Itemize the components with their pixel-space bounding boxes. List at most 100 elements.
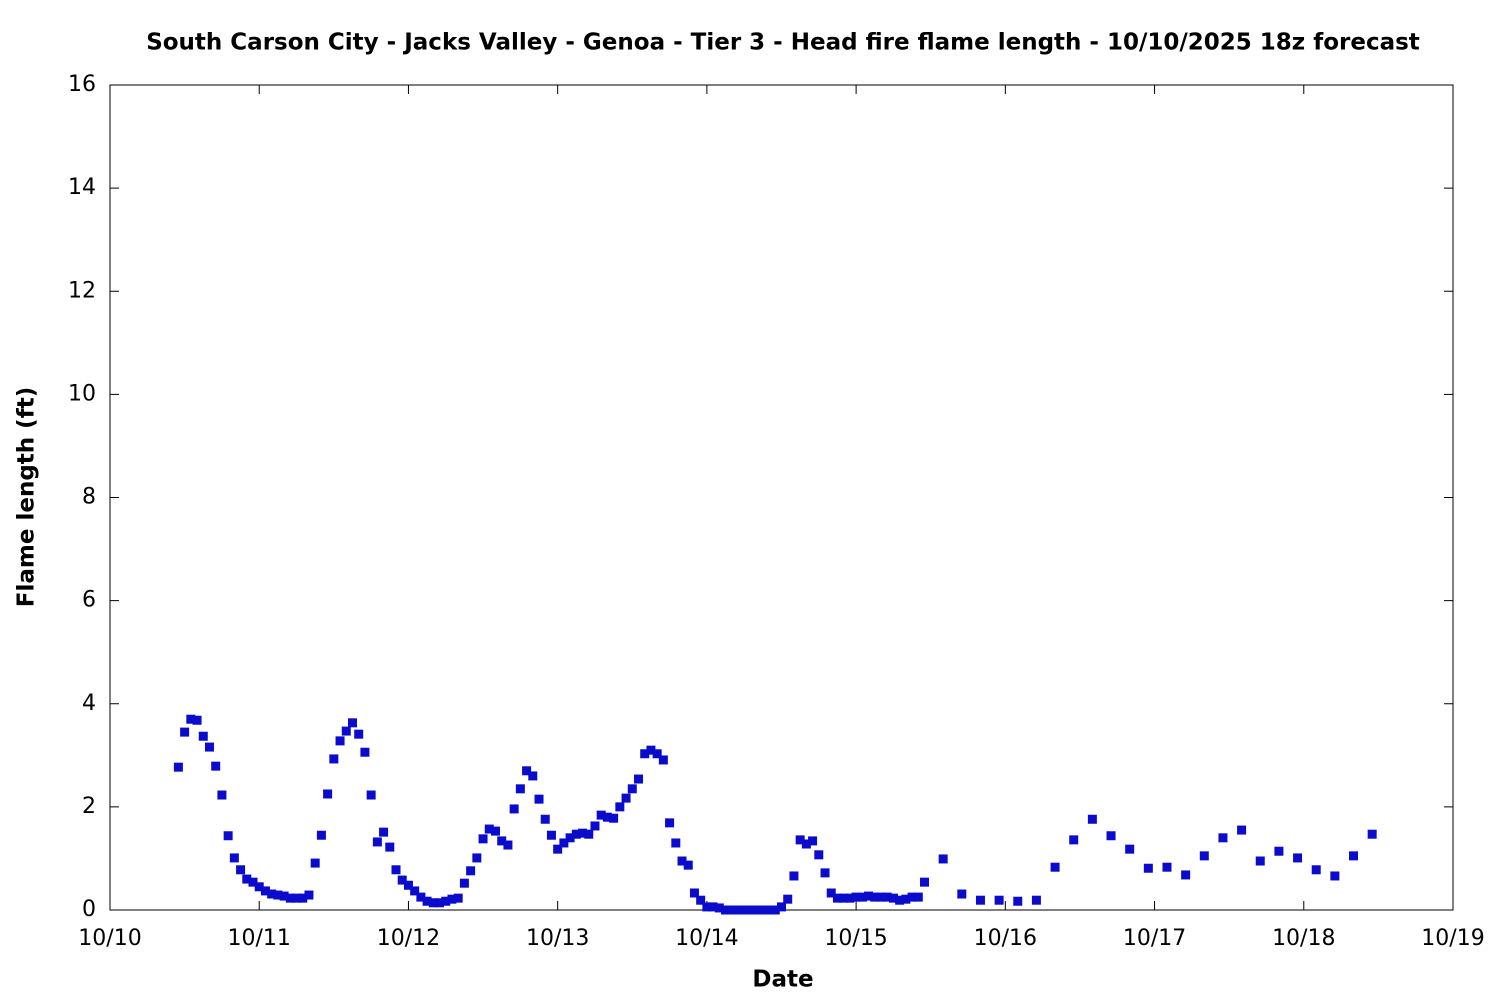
data-point bbox=[478, 834, 488, 844]
data-point bbox=[702, 902, 712, 912]
y-tick-label: 14 bbox=[68, 175, 96, 200]
data-point bbox=[217, 790, 227, 800]
data-point bbox=[553, 844, 563, 854]
data-point bbox=[646, 745, 656, 755]
data-point bbox=[633, 774, 643, 784]
data-point bbox=[571, 829, 581, 839]
data-point bbox=[615, 802, 625, 812]
data-point bbox=[795, 835, 805, 845]
y-tick-label: 4 bbox=[82, 691, 96, 716]
data-point bbox=[1125, 844, 1135, 854]
data-point bbox=[254, 882, 264, 892]
data-point bbox=[876, 892, 886, 902]
data-point bbox=[839, 893, 849, 903]
data-point bbox=[714, 903, 724, 913]
data-point bbox=[602, 812, 612, 822]
data-point bbox=[777, 902, 786, 912]
data-point bbox=[1330, 871, 1340, 881]
data-point bbox=[428, 898, 438, 908]
data-point bbox=[1218, 833, 1228, 843]
data-point bbox=[708, 902, 718, 912]
data-point bbox=[1031, 895, 1041, 905]
data-point bbox=[211, 761, 221, 771]
data-point bbox=[957, 889, 967, 899]
data-point bbox=[366, 790, 376, 800]
x-tick-label: 10/18 bbox=[1272, 926, 1335, 951]
data-point bbox=[435, 898, 445, 908]
data-point bbox=[472, 853, 482, 863]
data-point bbox=[739, 905, 749, 915]
data-point bbox=[466, 866, 476, 876]
chart-title: South Carson City - Jacks Valley - Genoa… bbox=[146, 30, 1420, 56]
data-point bbox=[689, 888, 699, 898]
data-point bbox=[1274, 846, 1284, 856]
data-point bbox=[248, 877, 258, 887]
data-point bbox=[180, 727, 190, 737]
data-point bbox=[801, 839, 811, 849]
plot-frame bbox=[109, 84, 1454, 911]
data-point bbox=[559, 838, 569, 848]
data-point bbox=[1181, 870, 1191, 880]
data-point bbox=[770, 905, 780, 915]
data-point bbox=[347, 718, 357, 728]
data-point bbox=[683, 860, 693, 870]
data-point bbox=[204, 742, 214, 752]
data-point bbox=[260, 886, 270, 896]
data-point bbox=[522, 766, 532, 776]
data-point bbox=[410, 886, 420, 896]
data-point bbox=[1293, 853, 1303, 863]
data-point bbox=[497, 836, 507, 846]
data-point bbox=[627, 784, 637, 794]
data-point bbox=[422, 896, 432, 906]
x-tick-label: 10/17 bbox=[1123, 926, 1186, 951]
data-point bbox=[509, 804, 519, 814]
x-tick-label: 10/13 bbox=[526, 926, 589, 951]
data-point bbox=[640, 749, 650, 759]
data-point bbox=[857, 892, 867, 902]
data-point bbox=[1106, 831, 1116, 841]
data-point bbox=[783, 894, 793, 904]
data-point bbox=[938, 854, 948, 864]
data-point bbox=[354, 729, 364, 739]
data-point bbox=[540, 814, 550, 824]
data-point bbox=[721, 905, 731, 915]
data-point bbox=[1349, 851, 1359, 861]
data-point bbox=[385, 842, 395, 852]
data-point bbox=[360, 747, 370, 757]
data-point bbox=[727, 905, 737, 915]
data-point bbox=[329, 754, 339, 764]
x-tick-label: 10/19 bbox=[1421, 926, 1484, 951]
data-point bbox=[913, 892, 923, 902]
data-point bbox=[397, 875, 407, 885]
data-point bbox=[677, 856, 687, 866]
x-tick-label: 10/12 bbox=[377, 926, 440, 951]
data-point bbox=[242, 874, 252, 884]
data-point bbox=[198, 731, 208, 741]
data-point bbox=[304, 890, 314, 900]
data-point bbox=[403, 880, 413, 890]
data-point bbox=[671, 838, 681, 848]
data-point bbox=[1237, 825, 1247, 835]
x-tick-label: 10/16 bbox=[974, 926, 1037, 951]
data-point bbox=[316, 830, 326, 840]
data-point bbox=[870, 892, 880, 902]
data-point bbox=[292, 893, 302, 903]
y-tick-label: 2 bbox=[82, 794, 96, 819]
data-point bbox=[515, 784, 525, 794]
data-point bbox=[173, 762, 183, 772]
data-point bbox=[186, 714, 196, 724]
y-tick-label: 12 bbox=[68, 278, 96, 303]
y-tick-label: 8 bbox=[82, 485, 96, 510]
data-point bbox=[372, 837, 382, 847]
data-point bbox=[864, 891, 874, 901]
data-point bbox=[441, 896, 451, 906]
data-point bbox=[851, 892, 861, 902]
data-point bbox=[745, 905, 755, 915]
data-point bbox=[907, 892, 917, 902]
y-tick-label: 10 bbox=[68, 381, 96, 406]
data-point bbox=[764, 905, 774, 915]
data-point bbox=[229, 853, 239, 863]
data-point bbox=[1050, 862, 1060, 872]
data-point bbox=[490, 826, 500, 836]
